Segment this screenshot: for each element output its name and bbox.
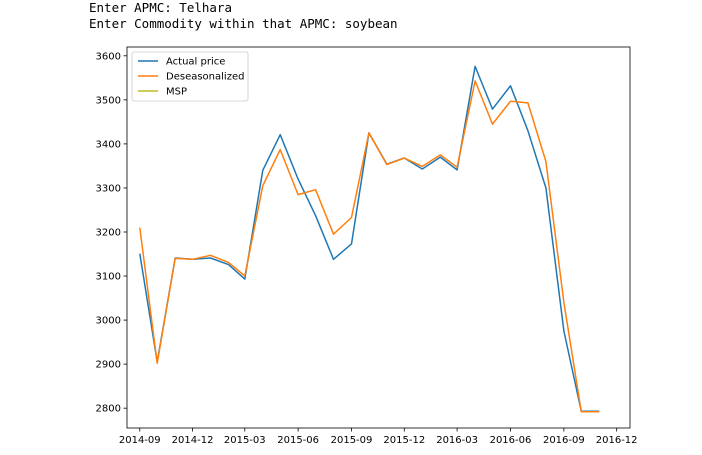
x-tick-label: 2015-12 (383, 435, 425, 446)
y-tick-label: 3400 (96, 139, 121, 150)
series-line-2 (139, 80, 600, 413)
y-tick-label: 3100 (96, 272, 121, 283)
legend-box (131, 51, 249, 102)
console-line-apmc: Enter APMC: Telhara (89, 0, 232, 15)
y-tick-label: 2900 (96, 360, 121, 371)
y-tick-label: 2800 (96, 404, 121, 415)
x-tick-label: 2016-03 (436, 435, 478, 446)
ticks-layer: 2014-09 2014-12 2015-03 2015-06 2015-09 2015-… (96, 51, 638, 446)
y-tick-label: 3500 (96, 95, 121, 106)
x-tick-label: 2016-06 (490, 435, 532, 446)
legend-label: Actual price (166, 57, 225, 68)
y-tick-label: 3600 (96, 51, 121, 62)
x-tick-label: 2016-09 (543, 435, 585, 446)
x-tick-label: 2016-12 (596, 435, 638, 446)
y-tick-label: 3300 (96, 183, 121, 194)
x-tick-label: 2014-12 (172, 435, 214, 446)
legend-label: MSP (166, 87, 187, 98)
x-tick-label: 2015-03 (224, 435, 266, 446)
y-tick-label: 3200 (96, 227, 121, 238)
x-tick-label: 2014-09 (119, 435, 161, 446)
x-tick-label: 2015-09 (331, 435, 373, 446)
axes-frame (126, 46, 631, 429)
x-tick-label: 2015-06 (277, 435, 319, 446)
console-line-commodity: Enter Commodity within that APMC: soybea… (89, 16, 398, 31)
series-line-1 (139, 65, 600, 413)
y-tick-label: 3000 (96, 316, 121, 327)
chart-legend: Actual price Deseasonalized MSP (131, 51, 249, 102)
legend-label: Deseasonalized (166, 72, 244, 83)
series-layer (139, 65, 600, 413)
